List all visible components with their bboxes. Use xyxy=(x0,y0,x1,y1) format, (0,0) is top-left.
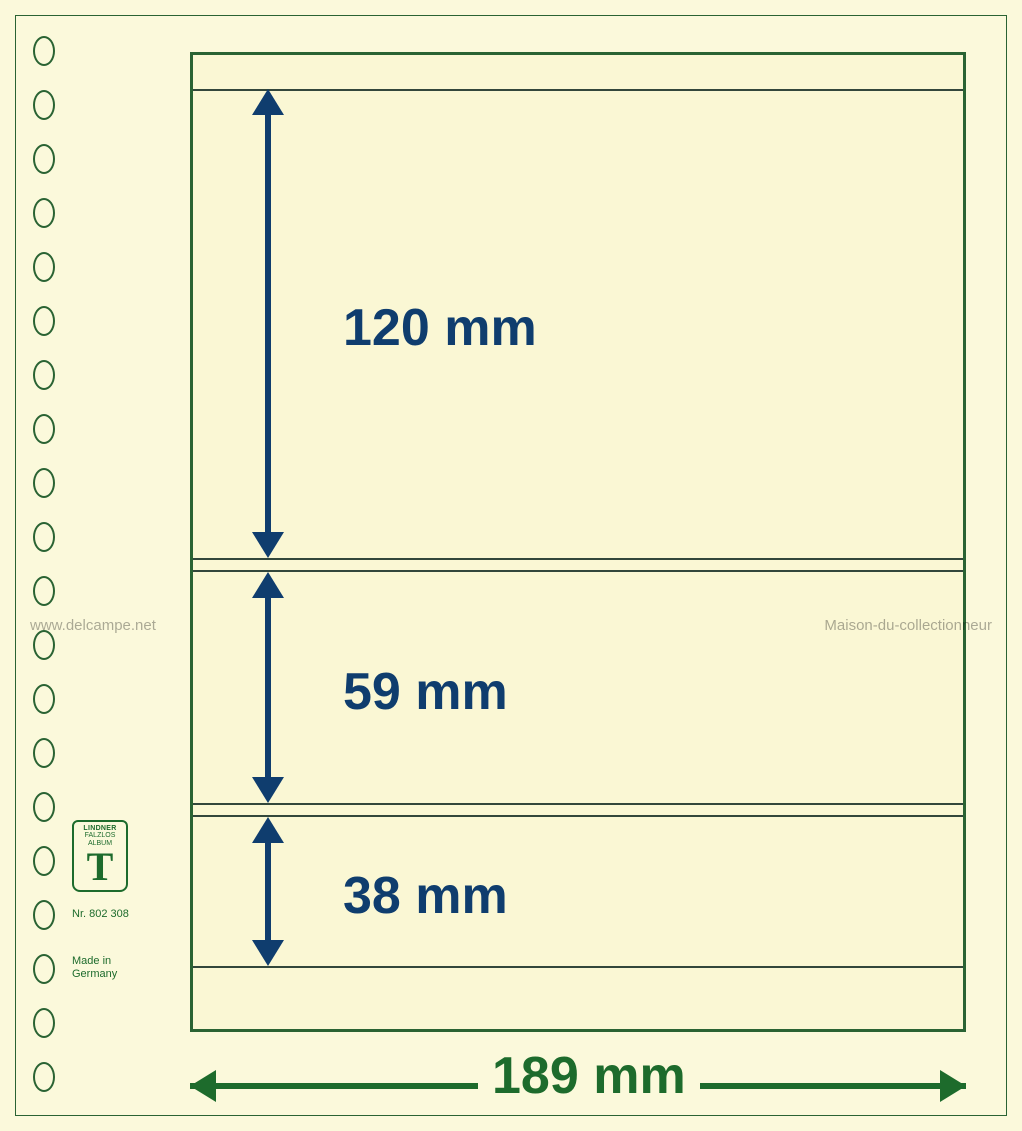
arrow-head-down-icon xyxy=(252,940,284,966)
arrow-head-down-icon xyxy=(252,532,284,558)
binder-hole xyxy=(33,198,55,228)
binder-hole xyxy=(33,1062,55,1092)
binder-hole xyxy=(33,90,55,120)
strip-divider xyxy=(193,803,963,817)
binder-hole xyxy=(33,630,55,660)
watermark-left: www.delcampe.net xyxy=(30,617,156,634)
height-dimension-label: 38 mm xyxy=(343,866,508,926)
height-dimension-label: 120 mm xyxy=(343,298,537,358)
binder-hole xyxy=(33,846,55,876)
binder-hole xyxy=(33,468,55,498)
height-dimension-arrow xyxy=(248,572,288,803)
watermark-right: Maison-du-collectionneur xyxy=(824,617,992,634)
arrow-head-down-icon xyxy=(252,777,284,803)
logo-sub1: FALZLOS xyxy=(85,832,116,839)
binder-hole xyxy=(33,954,55,984)
logo-brand-text: LINDNER xyxy=(83,825,116,832)
binder-hole xyxy=(33,252,55,282)
height-arrow-line xyxy=(265,111,271,536)
made-in-label: Made inGermany xyxy=(72,955,117,981)
width-dimension-label: 189 mm xyxy=(478,1046,700,1106)
binder-hole xyxy=(33,792,55,822)
stock-page-frame: 120 mm 59 mm 38 mm xyxy=(190,52,966,1032)
binder-hole xyxy=(33,414,55,444)
strip-top-line xyxy=(193,89,963,91)
lindner-logo-badge: LINDNER FALZLOS ALBUM T xyxy=(72,820,128,892)
arrow-head-right-icon xyxy=(940,1070,966,1102)
product-number: Nr. 802 308 xyxy=(72,908,129,921)
strip-divider xyxy=(193,558,963,572)
logo-letter: T xyxy=(87,849,114,885)
binder-hole xyxy=(33,1008,55,1038)
binder-hole xyxy=(33,738,55,768)
height-dimension-arrow xyxy=(248,817,288,966)
strip-bottom-line xyxy=(193,966,963,968)
binder-hole xyxy=(33,36,55,66)
height-dimension-arrow xyxy=(248,89,288,558)
binder-hole xyxy=(33,900,55,930)
binder-hole xyxy=(33,576,55,606)
binder-hole xyxy=(33,360,55,390)
binder-hole xyxy=(33,522,55,552)
height-dimension-label: 59 mm xyxy=(343,662,508,722)
binder-hole xyxy=(33,684,55,714)
height-arrow-line xyxy=(265,594,271,781)
binder-hole xyxy=(33,306,55,336)
height-arrow-line xyxy=(265,839,271,944)
binder-hole xyxy=(33,144,55,174)
